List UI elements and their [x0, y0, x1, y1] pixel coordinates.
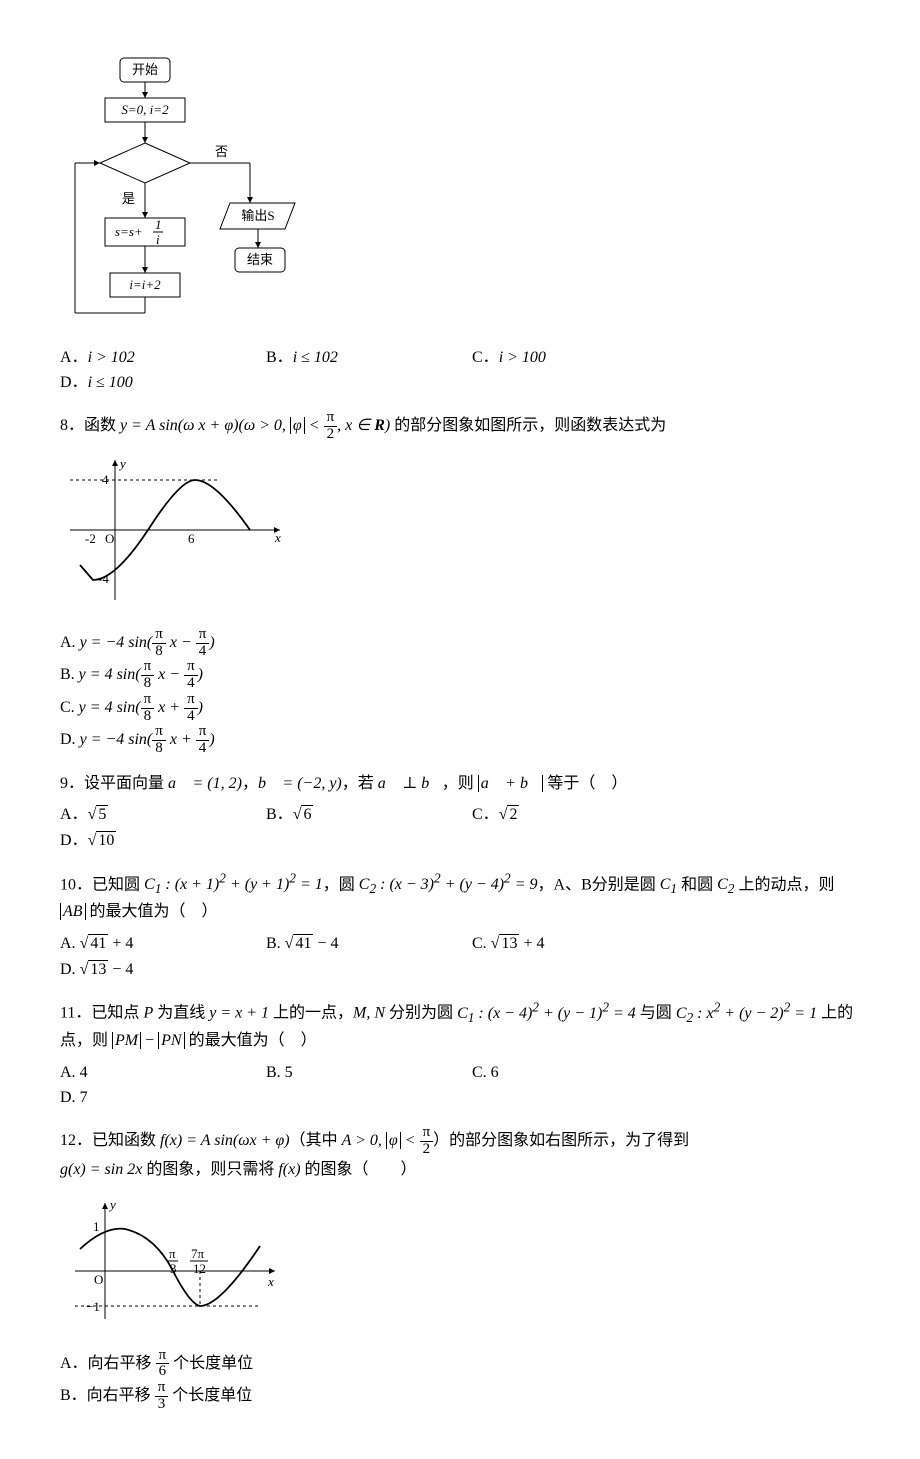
q10-opt-a: A. 41 + 4	[60, 931, 266, 957]
svg-text:y: y	[118, 456, 126, 471]
q11-opt-a: A. 4	[60, 1060, 266, 1086]
q8-text: 8．函数 y = A sin(ω x + φ)(ω > 0, φ < π2, x…	[60, 410, 860, 443]
flow-output-label: 输出S	[241, 208, 274, 223]
q9-opt-a: A．5	[60, 802, 266, 828]
q9-opt-d: D．10	[60, 828, 266, 854]
svg-text:i: i	[156, 232, 160, 247]
q8-chart: y x O 4 -4 -2 6	[60, 450, 860, 619]
svg-text:π: π	[169, 1246, 176, 1261]
q7-opt-d: D．i ≤ 100	[60, 370, 266, 396]
q11-opt-c: C. 6	[472, 1060, 678, 1086]
q7-opt-a: A．i > 102	[60, 345, 266, 371]
q11-opt-d: D. 7	[60, 1085, 266, 1111]
svg-text:x: x	[274, 530, 281, 545]
svg-text:12: 12	[193, 1261, 206, 1276]
q11-opt-b: B. 5	[266, 1060, 472, 1086]
q9-opt-b: B．6	[266, 802, 472, 828]
flow-inc-label: i=i+2	[129, 277, 161, 292]
q8-opt-d: D. y = −4 sin(π8 x + π4)	[60, 724, 466, 757]
q9-text: 9．设平面向量 a⃗ = (1, 2)，b⃗ = (−2, y)，若 a⃗ ⊥ …	[60, 771, 860, 797]
q12-opt-a: A．向右平移 π6 个长度单位	[60, 1348, 466, 1381]
svg-text:x: x	[267, 1274, 274, 1289]
svg-text:-2: -2	[85, 531, 96, 546]
svg-text:4: 4	[102, 472, 109, 487]
q8-opt-b: B. y = 4 sin(π8 x − π4)	[60, 659, 466, 692]
svg-text:O: O	[94, 1272, 103, 1287]
q8-opt-c: C. y = 4 sin(π8 x + π4)	[60, 692, 466, 725]
q10-opt-d: D. 13 − 4	[60, 957, 266, 983]
q9-opt-c: C．2	[472, 802, 678, 828]
q12-options: A．向右平移 π6 个长度单位 B．向右平移 π3 个长度单位	[60, 1348, 860, 1413]
q10-opt-b: B. 41 − 4	[266, 931, 472, 957]
q11-options: A. 4 B. 5 C. 6 D. 7	[60, 1060, 860, 1111]
flow-start-label: 开始	[132, 62, 158, 77]
q10-text: 10．已知圆 C1 : (x + 1)2 + (y + 1)2 = 1，圆 C2…	[60, 868, 860, 925]
svg-text:O: O	[105, 531, 114, 546]
flow-init-label: S=0, i=2	[121, 102, 169, 117]
q11-text: 11．已知点 P 为直线 y = x + 1 上的一点，M, N 分别为圆 C1…	[60, 996, 860, 1053]
svg-text:1: 1	[155, 217, 162, 232]
q12-text: 12．已知函数 f(x) = A sin(ωx + φ)（其中 A > 0, φ…	[60, 1125, 860, 1183]
svg-text:1: 1	[93, 1219, 100, 1234]
q10-options: A. 41 + 4 B. 41 − 4 C. 13 + 4 D. 13 − 4	[60, 931, 860, 982]
q9-options: A．5 B．6 C．2 D．10	[60, 802, 860, 853]
flow-end-label: 结束	[247, 252, 273, 267]
q10-opt-c: C. 13 + 4	[472, 931, 678, 957]
flow-yes-label: 是	[122, 191, 135, 206]
q8-options: A. y = −4 sin(π8 x − π4) B. y = 4 sin(π8…	[60, 627, 860, 757]
svg-text:7π: 7π	[191, 1246, 205, 1261]
svg-text:y: y	[108, 1197, 116, 1212]
q12-opt-b: B．向右平移 π3 个长度单位	[60, 1380, 466, 1413]
flow-no-label: 否	[215, 144, 228, 159]
svg-text:6: 6	[188, 531, 195, 546]
q8-opt-a: A. y = −4 sin(π8 x − π4)	[60, 627, 466, 660]
svg-text:s=s+: s=s+	[115, 224, 143, 239]
q7-opt-c: C．i > 100	[472, 345, 678, 371]
flowchart-figure: 开始 S=0, i=2 是 否 s=s+ 1 i i=i+2 输出S 结束	[60, 48, 860, 337]
q7-opt-b: B．i ≤ 102	[266, 345, 472, 371]
q7-options: A．i > 102 B．i ≤ 102 C．i > 100 D．i ≤ 100	[60, 345, 860, 396]
q12-chart: y x O 1 −1 π 3 7π 12	[60, 1191, 860, 1340]
